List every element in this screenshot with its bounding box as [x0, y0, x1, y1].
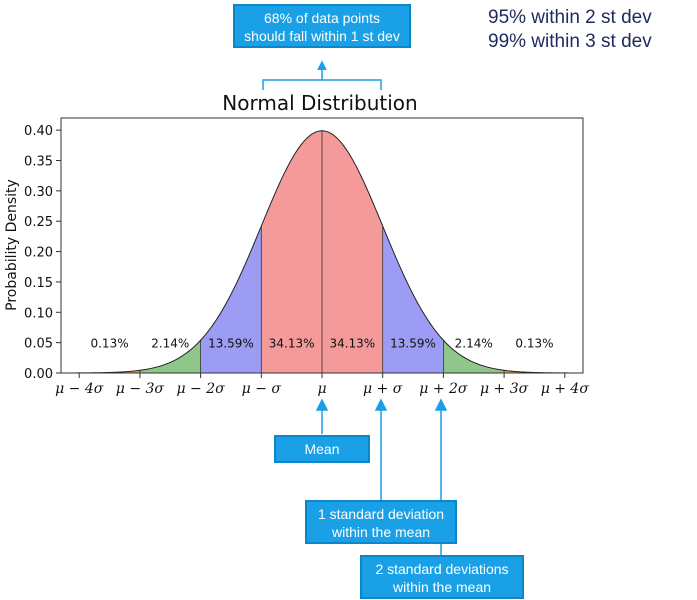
- y-tick-label: 0.40: [24, 124, 53, 139]
- y-tick-label: 0.20: [24, 246, 53, 261]
- mean-arrowhead: [315, 398, 329, 411]
- x-tick-label: μ − 3σ: [116, 381, 165, 397]
- one-sd-callout-line-2: within the mean: [331, 524, 431, 540]
- sigma-dividers: [139, 130, 505, 373]
- two-sd-callout-line-1: 2 standard deviations: [375, 561, 509, 577]
- percent-label: 2.14%: [455, 337, 493, 351]
- region-6: [443, 340, 505, 373]
- coverage-note: 95% within 2 st dev 99% within 3 st dev: [488, 6, 652, 54]
- x-tick-label: μ − 4σ: [55, 381, 104, 397]
- callout-arrows: [262, 60, 448, 556]
- chart-title: Normal Distribution: [222, 91, 417, 115]
- x-tick-label: μ + 3σ: [480, 381, 529, 397]
- region-1: [139, 340, 201, 373]
- top-callout-line-2: should fall within 1 st dev: [244, 28, 400, 44]
- x-tick-label: μ: [317, 381, 326, 397]
- two-sd-callout: 2 standard deviations within the mean: [360, 555, 524, 599]
- percent-label: 0.13%: [515, 337, 553, 351]
- region-0: [79, 370, 140, 373]
- percent-label: 13.59%: [208, 337, 254, 351]
- y-axis-label: Probability Density: [4, 179, 20, 311]
- two-sd-arrowhead: [434, 398, 448, 411]
- x-tick-label: μ − σ: [242, 381, 282, 397]
- one-sd-callout-line-1: 1 standard deviation: [317, 506, 445, 522]
- y-tick-label: 0.35: [24, 155, 53, 170]
- top-callout-line-1: 68% of data points: [264, 10, 380, 26]
- x-tick-label: μ − 2σ: [177, 381, 226, 397]
- percent-label: 0.13%: [90, 337, 128, 351]
- x-tick-label: μ + σ: [363, 381, 403, 397]
- y-tick-label: 0.10: [24, 306, 53, 321]
- mean-callout: Mean: [274, 435, 370, 463]
- y-tick-label: 0.05: [24, 337, 53, 352]
- x-axis: μ − 4σ μ − 3σ μ − 2σ μ − σ μ μ + σ μ + 2σ μ + 3…: [55, 373, 589, 397]
- percent-labels: 0.13% 2.14% 13.59% 34.13% 34.13% 13.59% 2.14% 0…: [90, 337, 553, 351]
- percent-label: 34.13%: [329, 337, 375, 351]
- percent-label: 2.14%: [151, 337, 189, 351]
- top-arrowhead: [317, 60, 327, 71]
- percent-label: 34.13%: [269, 337, 315, 351]
- y-tick-label: 0.00: [24, 367, 53, 382]
- y-tick-label: 0.15: [24, 276, 53, 291]
- one-sd-arrowhead: [374, 398, 388, 411]
- x-tick-label: μ + 2σ: [419, 381, 468, 397]
- top-callout: 68% of data points should fall within 1 …: [233, 4, 411, 48]
- note-line-2: 99% within 3 st dev: [488, 31, 652, 52]
- y-tick-label: 0.25: [24, 215, 53, 230]
- note-line-1: 95% within 2 st dev: [488, 7, 652, 28]
- x-tick-label: μ + 4σ: [541, 381, 590, 397]
- two-sd-callout-line-2: within the mean: [392, 579, 492, 595]
- one-sd-callout: 1 standard deviation within the mean: [305, 500, 457, 544]
- mean-callout-label: Mean: [304, 441, 340, 457]
- y-tick-label: 0.30: [24, 185, 53, 200]
- y-axis: 0.00 0.05 0.10 0.15 0.20 0.25 0.30 0.35 0.40: [24, 124, 61, 382]
- region-7: [504, 370, 565, 373]
- density-curve: [60, 130, 584, 374]
- percent-label: 13.59%: [390, 337, 436, 351]
